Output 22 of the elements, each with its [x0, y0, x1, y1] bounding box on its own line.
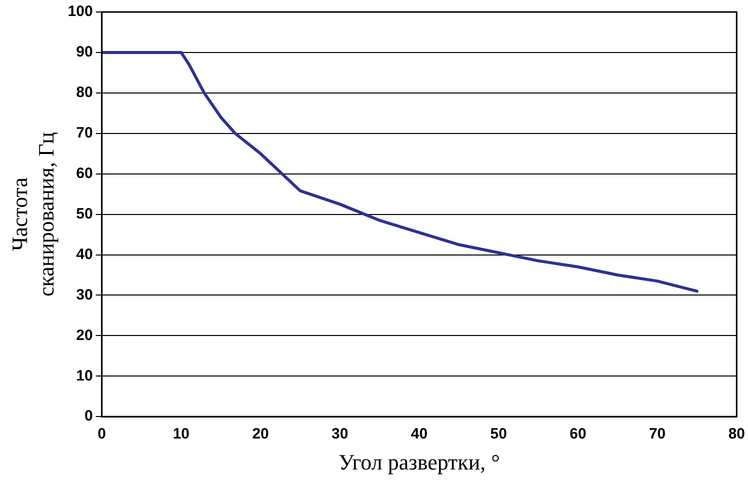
x-tick-label: 40	[410, 426, 428, 443]
y-tick-label: 70	[76, 124, 93, 142]
y-tick-label: 20	[76, 326, 93, 344]
y-tick-label: 60	[76, 164, 93, 182]
x-tick-label: 10	[172, 426, 190, 443]
y-tick-label: 0	[84, 408, 93, 425]
x-axis-title: Угол развертки, °	[338, 450, 500, 475]
y-tick-label: 40	[76, 246, 93, 263]
y-tick-label: 10	[76, 367, 93, 384]
x-tick-label: 50	[490, 426, 507, 443]
x-tick-label: 70	[648, 426, 666, 443]
x-tick-label: 30	[332, 426, 348, 443]
y-tick-label: 90	[76, 44, 93, 61]
x-tick-label: 20	[252, 426, 269, 443]
y-axis-title: Частота сканирования, Гц	[6, 132, 58, 297]
x-tick-label: 60	[570, 426, 586, 443]
y-tick-label: 100	[68, 3, 93, 20]
x-tick-label: 0	[98, 426, 106, 443]
y-tick-label: 50	[76, 205, 93, 222]
y-tick-label: 80	[76, 84, 93, 102]
y-tick-label: 30	[76, 286, 93, 304]
x-tick-label: 80	[728, 426, 745, 443]
